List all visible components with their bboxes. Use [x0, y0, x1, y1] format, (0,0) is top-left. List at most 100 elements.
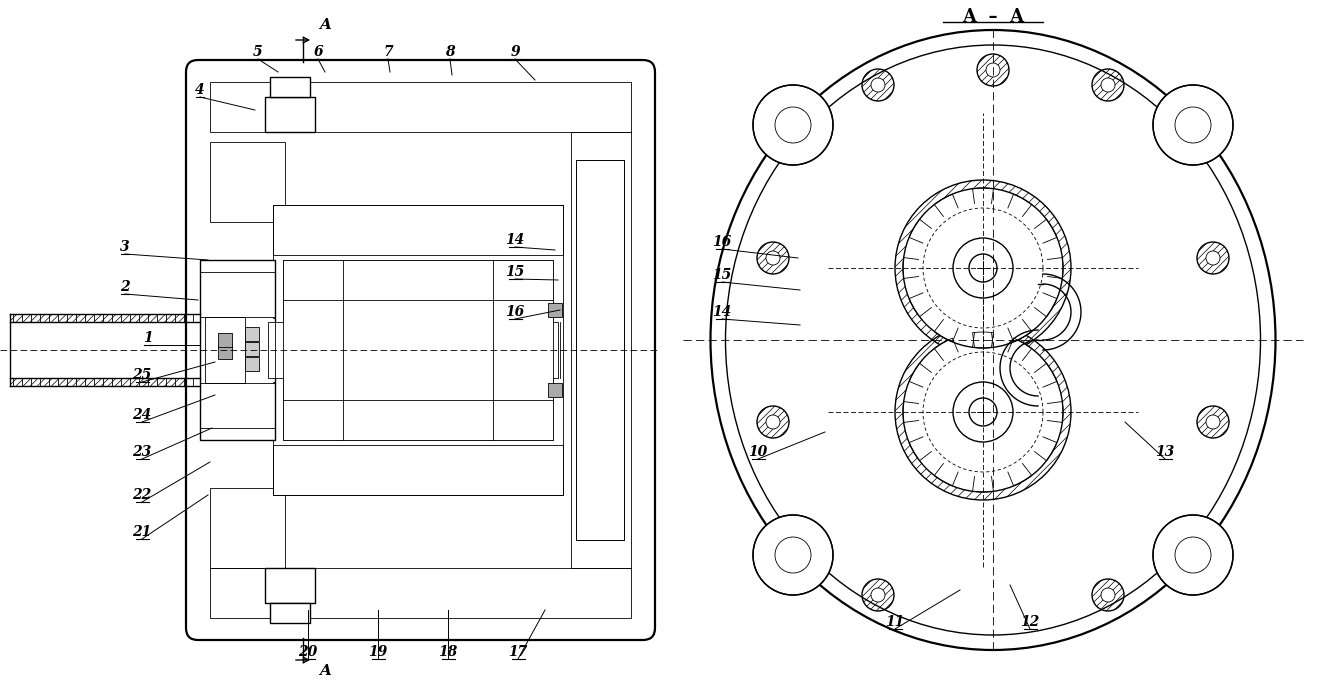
Circle shape [969, 254, 997, 282]
Circle shape [977, 54, 1009, 86]
Circle shape [871, 78, 884, 92]
Bar [270, 77, 310, 97]
Text: 1: 1 [143, 331, 152, 345]
Circle shape [953, 238, 1013, 298]
Circle shape [895, 324, 1071, 500]
Circle shape [753, 515, 833, 595]
Bar [211, 568, 632, 618]
Circle shape [1102, 78, 1115, 92]
Bar [283, 260, 553, 440]
Text: 16: 16 [712, 235, 732, 249]
Circle shape [1092, 579, 1124, 611]
Bar [265, 568, 315, 603]
Text: 15: 15 [712, 268, 732, 282]
Ellipse shape [711, 30, 1275, 650]
Ellipse shape [726, 45, 1260, 635]
Bar [211, 142, 285, 222]
Bar [283, 260, 553, 440]
Circle shape [767, 415, 780, 429]
Text: 5: 5 [253, 45, 262, 59]
Bar [211, 568, 632, 618]
Circle shape [1197, 406, 1229, 438]
Bar [273, 445, 563, 495]
Text: 23: 23 [132, 445, 152, 459]
Text: 10: 10 [748, 445, 768, 459]
Circle shape [775, 537, 812, 573]
Bar [273, 205, 563, 495]
Circle shape [903, 332, 1063, 492]
Text: 2: 2 [120, 280, 130, 294]
Bar [571, 132, 632, 568]
Text: 24: 24 [132, 408, 152, 422]
Text: 13: 13 [1156, 445, 1174, 459]
Text: 12: 12 [1021, 615, 1039, 629]
Bar [576, 160, 624, 540]
Circle shape [903, 188, 1063, 348]
Circle shape [1174, 107, 1211, 143]
Text: 20: 20 [298, 645, 318, 659]
Circle shape [1153, 85, 1233, 165]
Bar [548, 303, 561, 317]
Circle shape [969, 398, 997, 426]
Bar [200, 260, 275, 440]
Bar [265, 97, 315, 132]
Bar [205, 317, 245, 383]
Bar [270, 603, 310, 623]
Text: 6: 6 [314, 45, 323, 59]
Bar [265, 568, 315, 603]
Circle shape [1206, 415, 1219, 429]
Bar [200, 383, 275, 428]
Circle shape [895, 180, 1071, 356]
Text: 7: 7 [383, 45, 393, 59]
Text: 11: 11 [886, 615, 904, 629]
Text: 17: 17 [508, 645, 528, 659]
Bar [11, 378, 200, 386]
Circle shape [953, 382, 1013, 442]
Bar [200, 272, 275, 317]
Circle shape [775, 107, 812, 143]
Circle shape [753, 85, 833, 165]
Circle shape [757, 242, 789, 274]
Bar [576, 160, 624, 540]
Bar [576, 160, 624, 540]
Text: A: A [319, 18, 331, 32]
Bar [211, 82, 632, 132]
Text: 15: 15 [506, 265, 524, 279]
Text: 21: 21 [132, 525, 152, 539]
Bar [245, 357, 260, 371]
Circle shape [1102, 588, 1115, 602]
Circle shape [753, 85, 833, 165]
Bar [211, 488, 285, 568]
Text: 3: 3 [120, 240, 130, 254]
Text: 4: 4 [195, 83, 205, 97]
Bar [548, 383, 561, 397]
Circle shape [862, 579, 894, 611]
Circle shape [1153, 515, 1233, 595]
Text: A  –  A: A – A [963, 8, 1023, 26]
Text: 8: 8 [445, 45, 455, 59]
Text: 22: 22 [132, 488, 152, 502]
Bar [571, 132, 632, 568]
Bar [11, 314, 200, 322]
Circle shape [1153, 85, 1233, 165]
Bar [270, 77, 310, 97]
Bar [273, 205, 563, 255]
Circle shape [1206, 251, 1219, 265]
Text: 18: 18 [438, 645, 458, 659]
Bar [267, 322, 557, 378]
Circle shape [871, 588, 884, 602]
Text: 16: 16 [506, 305, 524, 319]
Bar [273, 205, 563, 255]
Bar [211, 82, 632, 132]
Circle shape [986, 63, 1000, 77]
Circle shape [767, 251, 780, 265]
Bar [200, 272, 275, 317]
Bar [218, 333, 232, 347]
Bar [218, 345, 232, 359]
Circle shape [1092, 69, 1124, 101]
FancyBboxPatch shape [185, 60, 655, 640]
Bar [270, 603, 310, 623]
Bar [265, 97, 315, 132]
Bar [211, 488, 285, 568]
Circle shape [753, 515, 833, 595]
